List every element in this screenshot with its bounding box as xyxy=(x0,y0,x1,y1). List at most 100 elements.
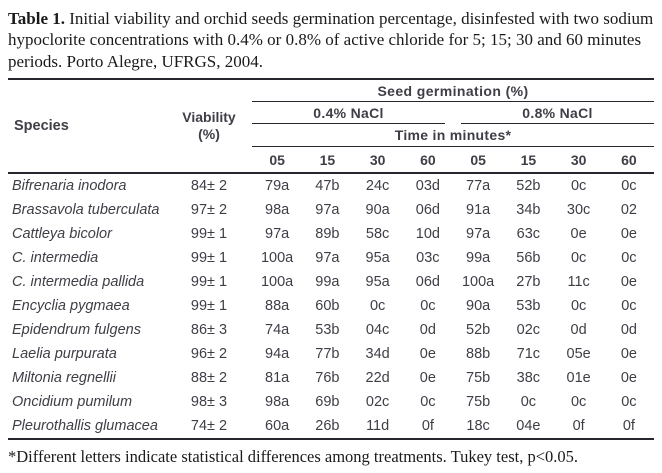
table-row: C. intermedia 99± 1 100a 97a 95a 03c 99a 56b 0c 0… xyxy=(8,246,654,270)
germination-value-nacl08: 0c xyxy=(621,250,637,267)
germination-value-nacl04: 81a xyxy=(265,370,290,387)
table-row: Oncidium pumilum 98± 3 98a 69b 02c 0c 75b 0c 0c 0… xyxy=(8,390,654,414)
germination-value-nacl04: 02c xyxy=(365,394,390,411)
species-name: Oncidium pumilum xyxy=(12,394,133,411)
germination-value-nacl08: 0c xyxy=(520,394,537,411)
germination-value-nacl08: 63c xyxy=(516,226,541,243)
germination-value-nacl04: 0c xyxy=(420,394,436,411)
germination-value-nacl04: 100a xyxy=(260,274,294,291)
germination-value-nacl04: 11d xyxy=(352,414,403,441)
germination-value-nacl04: 04c xyxy=(365,322,390,339)
table-row: Epidendrum fulgens 86± 3 74a 53b 04c 0d 52b 02c… xyxy=(8,318,654,342)
germination-value-nacl08: 91a xyxy=(466,202,491,219)
header-time-04-15: 15 xyxy=(302,146,353,175)
species-name: Epidendrum fulgens xyxy=(12,322,141,339)
germination-value-nacl04: 97a xyxy=(315,202,340,219)
germination-value-nacl04: 94a xyxy=(265,346,290,363)
header-time-08-05: 05 xyxy=(453,146,504,175)
germination-value-nacl08: 97a xyxy=(466,226,491,243)
header-time-08-30: 30 xyxy=(553,146,604,175)
germination-value-nacl04: 0e xyxy=(419,370,436,387)
header-time-04-60: 60 xyxy=(402,146,453,175)
germination-value-nacl08: 0e xyxy=(620,370,637,387)
germination-value-nacl08: 0c xyxy=(621,394,637,411)
germination-value-nacl04: 24c xyxy=(365,178,390,195)
table-footnote: *Different letters indicate statistical … xyxy=(8,447,579,467)
species-name: Encyclia pygmaea xyxy=(12,298,130,315)
header-nacl-08: 0.8% NaCl xyxy=(453,102,655,125)
germination-value-nacl08: 38c xyxy=(516,370,541,387)
table-caption-text: Initial viability and orchid seeds germi… xyxy=(8,9,654,71)
germination-value-nacl08: 0c xyxy=(621,298,637,315)
germination-value-nacl04: 79a xyxy=(265,178,290,195)
germination-value-nacl08: 0e xyxy=(620,274,637,291)
header-viability-label: Viability (%) xyxy=(182,108,236,143)
viability-value: 84± 2 xyxy=(190,178,228,195)
table-row: Cattleya bicolor 99± 1 97a 89b 58c 10d 97a 63c 0… xyxy=(8,222,654,246)
table-row: Brassavola tuberculata 97± 2 98a 97a 90a 06d 9… xyxy=(8,198,654,222)
germination-value-nacl04: 100a xyxy=(260,250,294,267)
germination-value-nacl04: 60b xyxy=(315,298,340,315)
germination-value-nacl08: 01e xyxy=(566,370,591,387)
germination-value-nacl08: 53b xyxy=(516,298,541,315)
germination-value-nacl08: 88b xyxy=(466,346,491,363)
germination-value-nacl04: 76b xyxy=(315,370,340,387)
table-caption-label: Table 1. xyxy=(8,9,66,28)
table-row: C. intermedia pallida 99± 1 100a 99a 95a 06d 1… xyxy=(8,270,654,294)
viability-value: 74± 2 xyxy=(166,414,252,441)
header-time-04-30: 30 xyxy=(352,146,403,175)
viability-value: 99± 1 xyxy=(190,274,228,291)
germination-value-nacl08: 0c xyxy=(570,178,587,195)
germination-value-nacl08: 0c xyxy=(570,394,587,411)
germination-value-nacl04: 0f xyxy=(402,414,453,441)
header-nacl-04: 0.4% NaCl xyxy=(252,102,453,125)
table-row: Pleurothallis glumacea 74± 2 60a 26b 11d 0f 18… xyxy=(8,414,655,441)
table-row: Bifrenaria inodora 84± 2 79a 47b 24c 03d 77a 52… xyxy=(8,173,654,198)
germination-value-nacl04: 03d xyxy=(415,178,440,195)
header-time-08-15: 15 xyxy=(503,146,554,175)
header-viability: Viability (%) xyxy=(166,79,252,175)
germination-value-nacl08: 75b xyxy=(466,394,491,411)
germination-value-nacl04: 77b xyxy=(315,346,340,363)
table-row: Miltonia regnellii 88± 2 81a 76b 22d 0e 75b 38c… xyxy=(8,366,654,390)
germination-value-nacl08: 11c xyxy=(567,274,590,291)
germination-value-nacl08: 52b xyxy=(516,178,541,195)
germination-value-nacl04: 22d xyxy=(365,370,390,387)
germination-value-nacl04: 88a xyxy=(265,298,290,315)
germination-value-nacl04: 26b xyxy=(302,414,353,441)
species-name: Bifrenaria inodora xyxy=(12,178,127,195)
viability-value: 97± 2 xyxy=(190,202,228,219)
header-seed-germination: Seed germination (%) xyxy=(252,79,655,103)
germination-value-nacl08: 56b xyxy=(516,250,541,267)
viability-value: 99± 1 xyxy=(190,250,228,267)
viability-value: 86± 3 xyxy=(190,322,228,339)
header-time-08-60: 60 xyxy=(603,146,655,175)
germination-value-nacl04: 0e xyxy=(419,346,436,363)
data-table: Species Viability (%) Seed germination (… xyxy=(8,78,655,441)
germination-value-nacl04: 0c xyxy=(369,298,386,315)
germination-value-nacl04: 97a xyxy=(265,226,290,243)
species-name: Laelia purpurata xyxy=(12,346,117,363)
germination-value-nacl08: 0d xyxy=(570,322,587,339)
viability-value: 96± 2 xyxy=(190,346,228,363)
germination-value-nacl08: 30c xyxy=(566,202,591,219)
header-time-04-05: 05 xyxy=(252,146,303,175)
header-nacl-04-label: 0.4% NaCl xyxy=(252,102,445,125)
table-row: Encyclia pygmaea 99± 1 88a 60b 0c 0c 90a 53b 0c 0… xyxy=(8,294,654,318)
species-name: Miltonia regnellii xyxy=(12,370,116,387)
germination-value-nacl08: 52b xyxy=(466,322,491,339)
table-row: Laelia purpurata 96± 2 94a 77b 34d 0e 88b 71c 05… xyxy=(8,342,654,366)
table-header: Species Viability (%) Seed germination (… xyxy=(8,79,655,175)
germination-value-nacl08: 02 xyxy=(620,202,637,219)
germination-value-nacl04: 0c xyxy=(420,298,436,315)
viability-value: 99± 1 xyxy=(190,226,228,243)
germination-value-nacl04: 99a xyxy=(315,274,340,291)
germination-value-nacl04: 95a xyxy=(365,274,390,291)
table-caption: Table 1. Initial viability and orchid se… xyxy=(8,8,654,72)
table-body: Bifrenaria inodora 84± 2 79a 47b 24c 03d 77a 52… xyxy=(8,173,655,441)
species-name: Pleurothallis glumacea xyxy=(8,414,166,441)
germination-value-nacl08: 99a xyxy=(466,250,491,267)
germination-value-nacl08: 90a xyxy=(466,298,491,315)
germination-value-nacl04: 47b xyxy=(315,178,340,195)
